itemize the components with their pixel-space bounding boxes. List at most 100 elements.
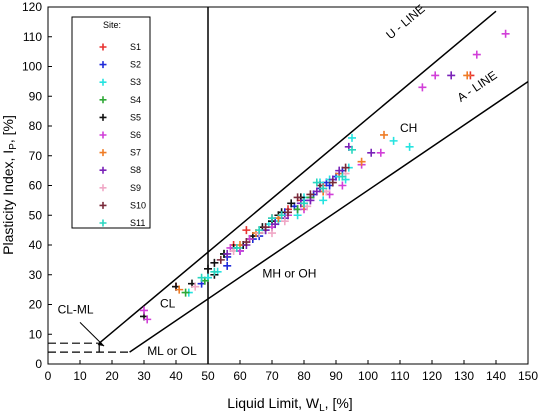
y-tick-label: 30 bbox=[29, 268, 43, 282]
data-point-s10 bbox=[293, 193, 302, 202]
x-tick-label: 0 bbox=[45, 369, 52, 383]
data-point-s7 bbox=[175, 285, 184, 294]
x-tick-label: 150 bbox=[518, 369, 538, 383]
y-tick-label: 80 bbox=[29, 119, 43, 133]
legend-marker bbox=[99, 219, 107, 227]
y-tick-label: 110 bbox=[23, 30, 42, 44]
u-line-line bbox=[98, 10, 497, 344]
data-point-s10 bbox=[341, 163, 350, 172]
y-axis-label-unit: , [%] bbox=[0, 115, 16, 143]
data-point-s9 bbox=[191, 282, 200, 291]
zone-label: MH or OH bbox=[262, 267, 316, 281]
legend-label: S8 bbox=[130, 165, 141, 175]
data-point-s10 bbox=[306, 190, 315, 199]
zone-label: ML or OL bbox=[147, 344, 197, 358]
data-point-s3 bbox=[319, 196, 328, 205]
data-point-s10 bbox=[328, 178, 337, 187]
data-point-s6 bbox=[376, 148, 385, 157]
y-axis-label-main: Plasticity Index, I bbox=[0, 150, 16, 255]
cl-ml-pointer-head bbox=[97, 341, 104, 347]
data-point-s10 bbox=[261, 223, 270, 232]
x-tick-label: 10 bbox=[73, 369, 87, 383]
legend-marker bbox=[99, 131, 107, 139]
y-tick-label: 50 bbox=[29, 208, 43, 222]
y-tick-label: 40 bbox=[29, 238, 43, 252]
legend-title: Site: bbox=[103, 20, 121, 30]
x-axis-label-main: Liquid Limit, W bbox=[227, 395, 320, 411]
reference-lines bbox=[48, 7, 529, 364]
x-tick-label: 90 bbox=[329, 369, 343, 383]
legend: Site: S1 S2 S3 S4 S5 S6 S7 S8 S9 S10 S11 bbox=[71, 16, 151, 229]
legend-label: S10 bbox=[130, 200, 146, 210]
y-axis-label-subscript: P bbox=[8, 143, 19, 150]
data-point-s8 bbox=[335, 166, 344, 175]
data-point-s8 bbox=[312, 187, 321, 196]
x-axis-label: Liquid Limit, WL, [%] bbox=[227, 395, 352, 414]
data-point-s10 bbox=[242, 238, 251, 247]
data-point-s11 bbox=[255, 226, 264, 235]
data-point-s10 bbox=[284, 208, 292, 217]
data-point-s6 bbox=[472, 50, 481, 59]
legend-marker bbox=[99, 43, 107, 51]
y-tick-label: 0 bbox=[35, 357, 42, 371]
data-point-s6 bbox=[418, 83, 427, 92]
data-point-s11 bbox=[210, 267, 219, 276]
data-point-s10 bbox=[216, 255, 225, 264]
legend-items: S1 S2 S3 S4 S5 S6 S7 S8 S9 S10 S11 bbox=[99, 42, 146, 228]
legend-marker bbox=[99, 166, 107, 174]
data-points bbox=[140, 29, 510, 324]
legend-label: S1 bbox=[130, 42, 141, 52]
data-point-s1 bbox=[242, 226, 251, 235]
y-tick-label: 70 bbox=[29, 149, 43, 163]
y-tick-label: 120 bbox=[22, 0, 42, 14]
x-tick-label: 100 bbox=[358, 369, 378, 383]
data-point-s6 bbox=[431, 71, 440, 80]
data-point-s11 bbox=[348, 145, 356, 154]
zone-label: CH bbox=[400, 121, 417, 135]
data-point-s11 bbox=[312, 178, 321, 187]
x-axis-label-subscript: L bbox=[319, 403, 325, 414]
y-tick-label: 10 bbox=[29, 327, 43, 341]
data-point-s9 bbox=[268, 229, 276, 238]
y-tick-label: 60 bbox=[29, 179, 43, 193]
y-tick-label: 20 bbox=[29, 298, 43, 312]
a-line-line bbox=[129, 81, 529, 353]
data-point-s7 bbox=[357, 157, 366, 166]
x-tick-label: 30 bbox=[137, 369, 151, 383]
zone-label: CL-ML bbox=[58, 302, 94, 316]
zone-label: CL bbox=[160, 296, 176, 310]
data-point-s6 bbox=[143, 315, 152, 324]
data-point-s8 bbox=[223, 249, 232, 258]
data-point-s8 bbox=[367, 148, 376, 157]
legend-marker bbox=[99, 96, 107, 104]
x-tick-label: 70 bbox=[265, 369, 279, 383]
data-point-s3 bbox=[389, 136, 398, 145]
data-point-s8 bbox=[271, 220, 280, 229]
x-tick-label: 50 bbox=[201, 369, 215, 383]
x-tick-label: 40 bbox=[169, 369, 183, 383]
x-axis-label-unit: , [%] bbox=[325, 395, 353, 411]
data-point-s8 bbox=[447, 71, 456, 80]
y-axis-label: Plasticity Index, IP, [%] bbox=[0, 115, 19, 255]
x-tick-label: 140 bbox=[486, 369, 506, 383]
data-point-s3 bbox=[405, 142, 414, 151]
x-tick-label: 60 bbox=[233, 369, 247, 383]
data-point-s9 bbox=[280, 217, 289, 226]
legend-label: S11 bbox=[130, 218, 145, 228]
data-point-s4 bbox=[181, 288, 190, 297]
y-tick-label: 90 bbox=[29, 89, 43, 103]
x-tick-label: 20 bbox=[105, 369, 119, 383]
data-point-s11 bbox=[232, 243, 241, 252]
legend-marker bbox=[99, 201, 107, 209]
legend-marker bbox=[99, 113, 107, 121]
legend-label: S2 bbox=[130, 60, 141, 70]
data-point-s5 bbox=[287, 199, 296, 208]
legend-label: S6 bbox=[130, 130, 141, 140]
data-point-s2 bbox=[223, 261, 232, 270]
data-point-s5 bbox=[204, 264, 212, 273]
legend-marker bbox=[99, 61, 107, 69]
legend-label: S3 bbox=[130, 77, 141, 87]
data-point-s11 bbox=[319, 184, 328, 193]
legend-label: S5 bbox=[130, 112, 141, 122]
